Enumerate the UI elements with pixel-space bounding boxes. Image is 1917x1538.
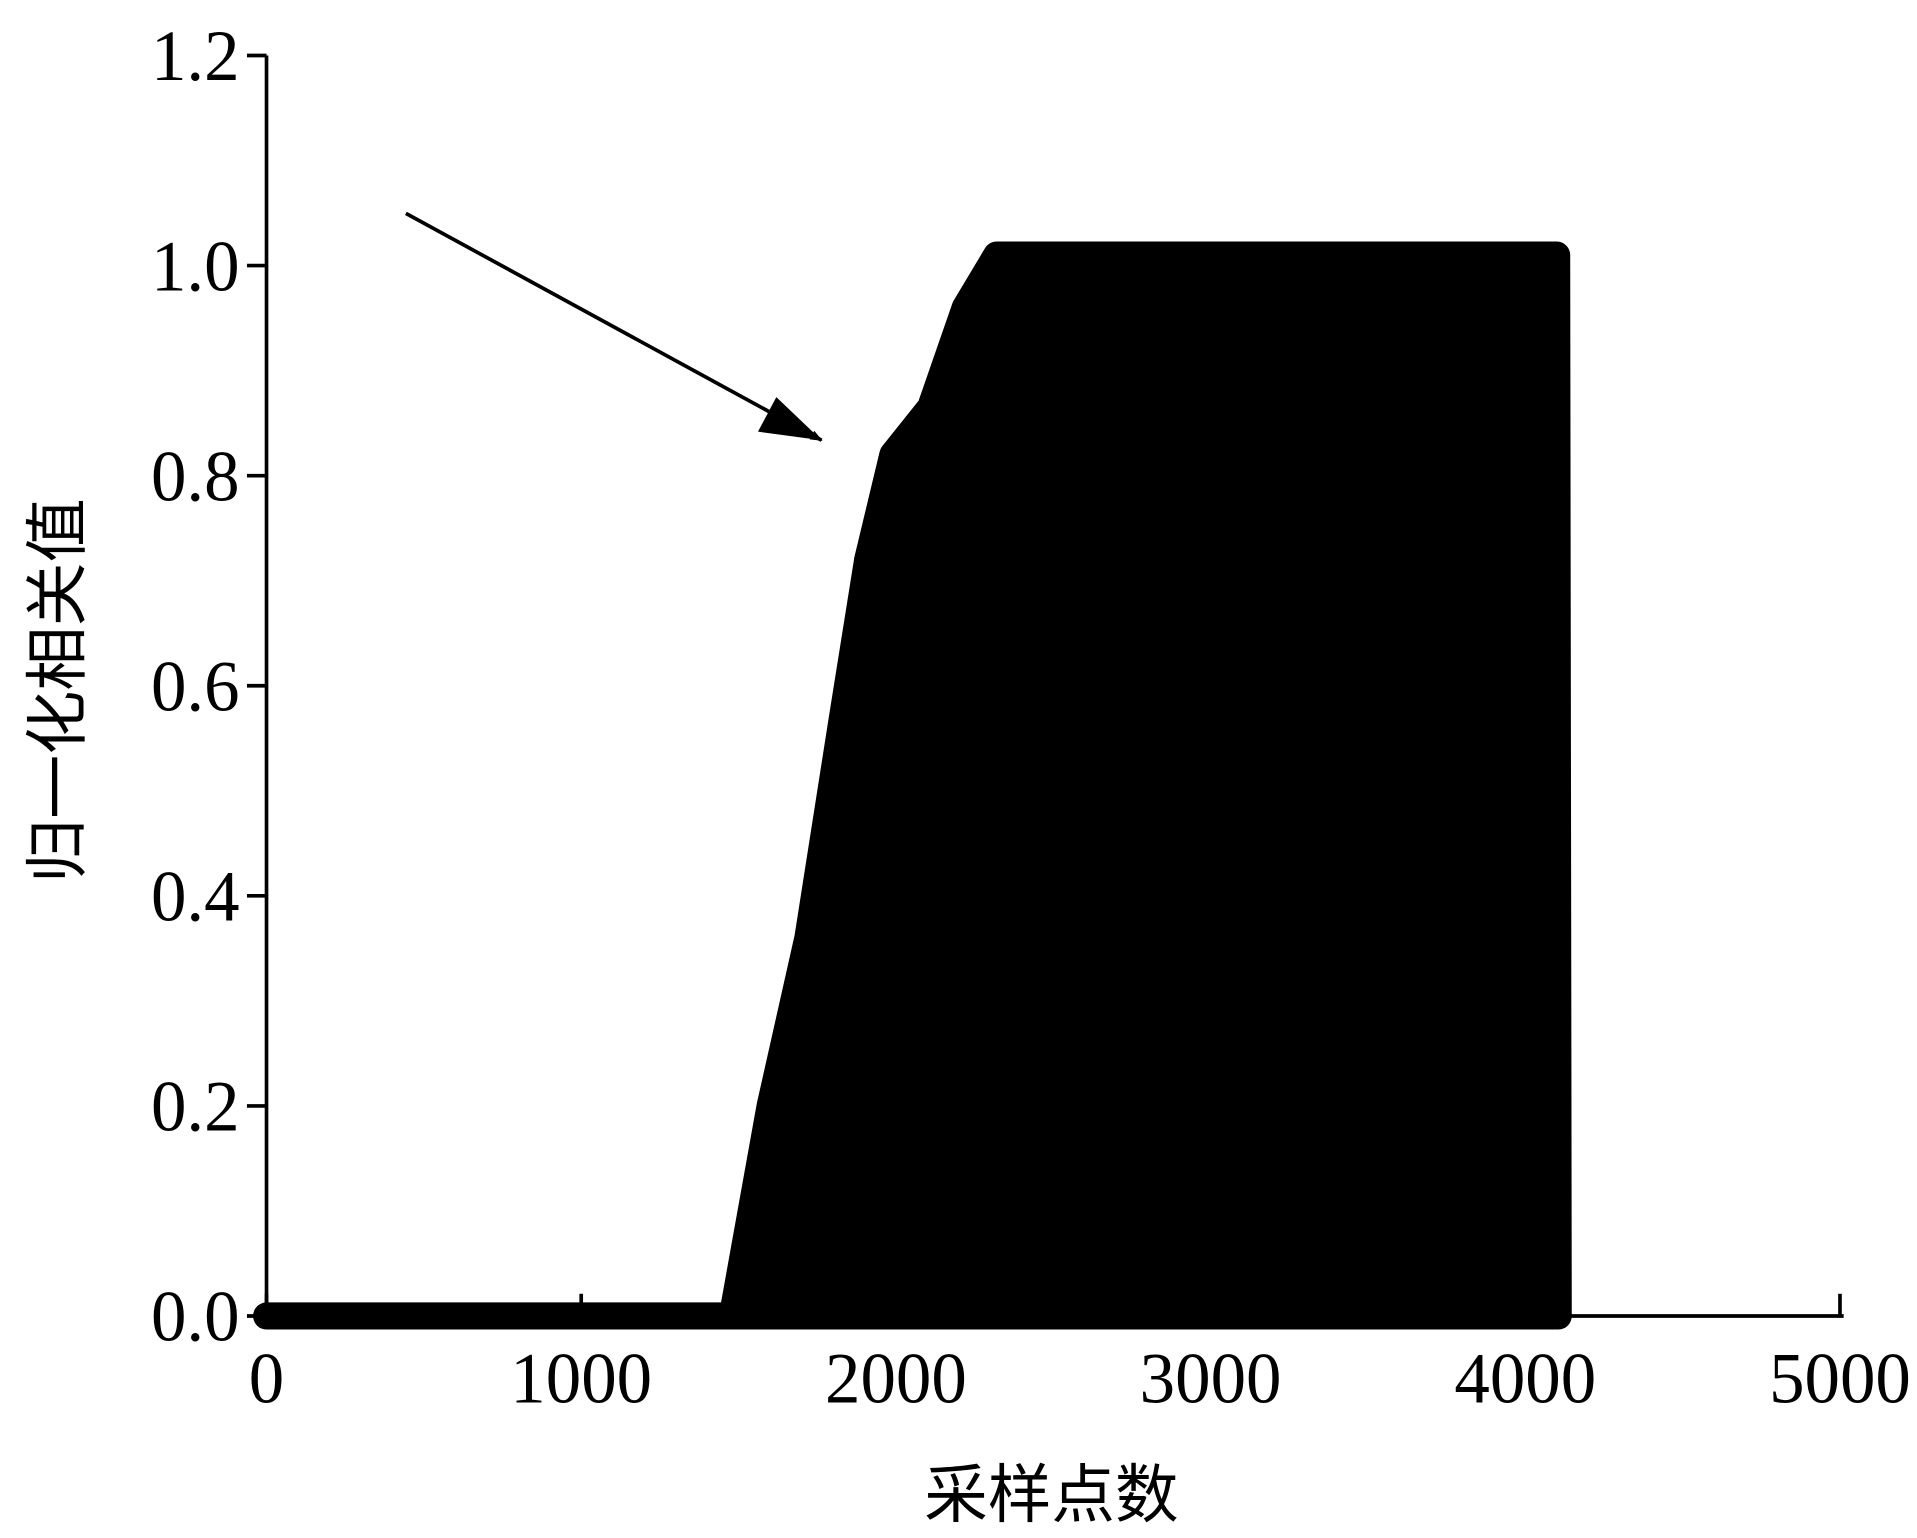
y-tick-label: 1.2 xyxy=(151,18,240,96)
y-axis-title: 归一化相关值 xyxy=(22,498,96,883)
x-tick-label: 2000 xyxy=(825,1340,967,1418)
x-tick-label: 0 xyxy=(249,1340,284,1418)
annotation-arrow xyxy=(405,211,823,442)
y-tick-label: 0.2 xyxy=(151,1068,240,1146)
y-tick-label: 0.6 xyxy=(151,648,240,726)
x-tick-label: 4000 xyxy=(1454,1340,1596,1418)
y-tick-label: 1.0 xyxy=(151,228,240,306)
x-axis-title: 采样点数 xyxy=(924,1459,1178,1533)
x-tick-label: 1000 xyxy=(510,1340,652,1418)
y-tick-label: 0.8 xyxy=(151,438,240,516)
y-tick-label: 0.0 xyxy=(151,1278,240,1356)
arrow-head xyxy=(757,397,822,441)
y-tick-label: 0.4 xyxy=(151,858,240,936)
x-tick-label: 5000 xyxy=(1769,1340,1911,1418)
area xyxy=(253,241,1572,1330)
x-tick-label: 3000 xyxy=(1140,1340,1282,1418)
